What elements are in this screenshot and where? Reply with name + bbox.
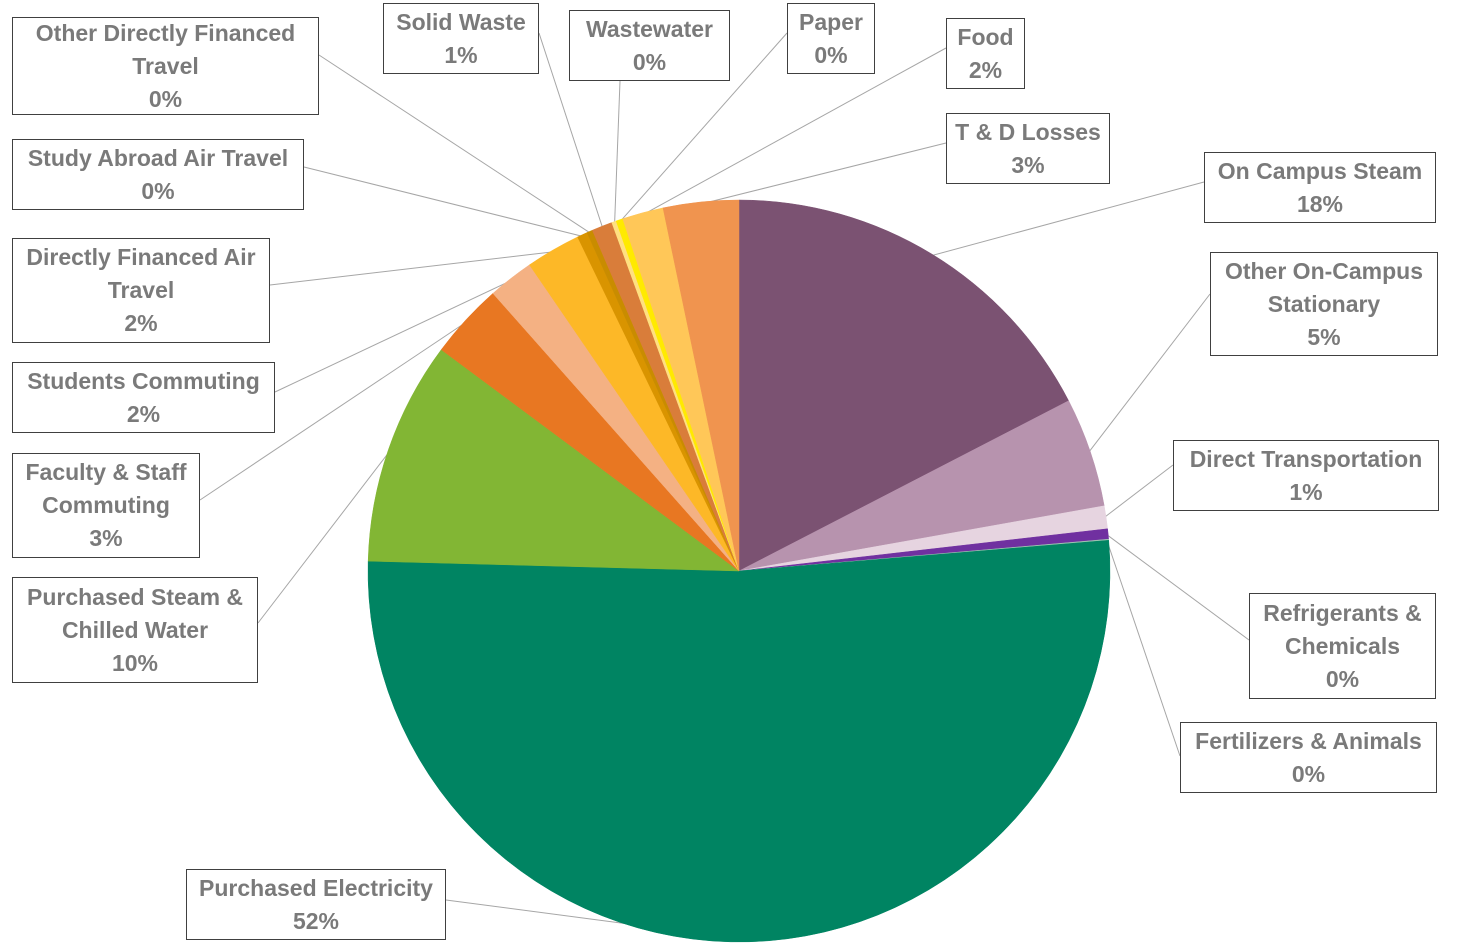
data-label-percent: 3%	[1011, 151, 1045, 178]
leader-line-paper	[619, 32, 788, 223]
data-label-percent: 0%	[814, 41, 848, 68]
leader-line-refrigerants-and-chemicals	[1105, 533, 1250, 641]
data-label-purchased-electricity: Purchased Electricity 52%	[186, 869, 446, 940]
data-label-percent: 0%	[632, 48, 667, 75]
data-label-percent: 3%	[89, 525, 123, 551]
leader-line-other-on-campus-stationary	[1088, 293, 1211, 453]
data-label-text: On Campus Steam	[1217, 157, 1423, 184]
data-label-faculty-and-staff-commuting: Faculty & Staff Commuting 3%	[12, 453, 200, 558]
data-label-text: Refrigerants &	[1263, 599, 1422, 626]
data-label-percent: 0%	[1291, 760, 1326, 787]
data-label-percent: 0%	[148, 85, 183, 112]
data-label-text: Travel	[107, 277, 175, 303]
data-label-percent: 18%	[1296, 190, 1344, 217]
data-label-text: Commuting	[42, 492, 170, 518]
data-label-text: Paper	[799, 8, 863, 35]
data-label-paper: Paper 0%	[787, 3, 875, 74]
data-label-text: Other On-Campus	[1224, 257, 1424, 284]
data-label-fertilizers-and-animals: Fertilizers & Animals 0%	[1180, 722, 1437, 793]
data-label-text: Purchased Steam &	[26, 583, 244, 610]
leader-line-fertilizers-and-animals	[1106, 539, 1181, 757]
data-label-text: Solid Waste	[396, 8, 526, 35]
data-label-text: Directly Financed Air	[26, 244, 256, 270]
data-label-t-and-d-losses: T & D Losses 3%	[946, 113, 1110, 184]
data-label-percent: 2%	[124, 310, 158, 336]
pie-slice-purchased-electricity	[367, 540, 1111, 943]
leader-line-wastewater	[614, 80, 621, 224]
leader-line-faculty-and-staff-commuting	[199, 321, 468, 501]
leader-line-other-directly-financed-travel	[318, 54, 591, 234]
data-label-text: Students Commuting	[27, 367, 260, 394]
data-label-text: Wastewater	[586, 15, 713, 42]
data-label-direct-transportation: Direct Transportation 1%	[1173, 440, 1439, 511]
pie-slice-on-campus-steam	[738, 199, 1069, 572]
leader-line-study-abroad-air-travel	[303, 166, 584, 237]
data-label-percent: 2%	[126, 400, 161, 427]
data-label-percent: 1%	[444, 41, 478, 68]
data-label-text: Travel	[132, 52, 199, 79]
data-label-food: Food 2%	[946, 18, 1025, 89]
pie-slice-purchased-steam-and-chilled-water	[367, 349, 740, 572]
data-label-other-on-campus-stationary: Other On-Campus Stationary 5%	[1210, 252, 1438, 356]
data-label-other-directly-financed-travel: Other Directly Financed Travel 0%	[12, 17, 319, 115]
leader-line-on-campus-steam	[930, 181, 1205, 257]
data-label-study-abroad-air-travel: Study Abroad Air Travel 0%	[12, 139, 304, 210]
data-label-percent: 1%	[1289, 478, 1323, 505]
leader-line-food	[642, 47, 947, 216]
leader-line-students-commuting	[274, 279, 513, 393]
data-label-on-campus-steam: On Campus Steam 18%	[1204, 152, 1436, 223]
data-label-text: Chemicals	[1284, 632, 1401, 659]
data-label-text: Study Abroad Air Travel	[27, 144, 289, 171]
data-label-directly-financed-air-travel: Directly Financed Air Travel 2%	[12, 238, 270, 343]
data-label-text: Faculty & Staff	[25, 459, 187, 485]
data-label-text: Direct Transportation	[1189, 445, 1423, 472]
leader-line-direct-transportation	[1103, 464, 1174, 518]
data-label-percent: 52%	[292, 907, 340, 934]
data-label-text: Stationary	[1267, 290, 1381, 317]
leader-line-purchased-steam-and-chilled-water	[257, 450, 391, 624]
pie-slices	[367, 199, 1111, 943]
data-label-purchased-steam-and-chilled-water: Purchased Steam & Chilled Water 10%	[12, 577, 258, 683]
data-label-percent: 10%	[111, 649, 159, 676]
leader-line-t-and-d-losses	[700, 142, 947, 205]
data-label-text: T & D Losses	[955, 118, 1101, 145]
data-label-text: Chilled Water	[61, 616, 209, 643]
data-label-percent: 0%	[141, 177, 175, 204]
data-label-percent: 0%	[1325, 665, 1360, 692]
pie-slice-t-and-d-losses	[662, 199, 740, 572]
data-label-solid-waste: Solid Waste 1%	[383, 3, 539, 74]
data-label-wastewater: Wastewater 0%	[569, 10, 730, 81]
data-label-text: Food	[957, 23, 1014, 50]
data-label-text: Purchased Electricity	[199, 874, 433, 901]
data-label-refrigerants-and-chemicals: Refrigerants & Chemicals 0%	[1249, 593, 1436, 699]
data-label-students-commuting: Students Commuting 2%	[12, 362, 275, 433]
leader-line-solid-waste	[538, 32, 604, 229]
data-label-percent: 2%	[968, 56, 1003, 83]
data-label-percent: 5%	[1307, 323, 1341, 350]
leader-line-directly-financed-air-travel	[269, 251, 555, 286]
data-label-text: Other Directly Financed	[35, 19, 296, 46]
data-label-text: Fertilizers & Animals	[1195, 727, 1422, 754]
